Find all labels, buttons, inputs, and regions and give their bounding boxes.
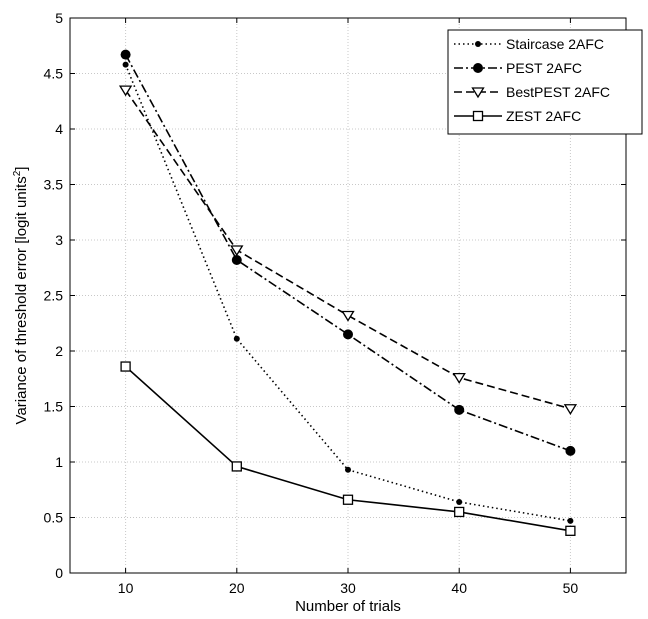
legend-marker <box>472 110 484 122</box>
legend-item: Staircase 2AFC <box>454 36 604 52</box>
data-point <box>343 329 353 340</box>
y-tick-label: 0.5 <box>44 510 64 526</box>
data-point <box>565 445 576 456</box>
data-point <box>454 506 465 518</box>
y-axis-title-main: Variance of threshold error [logit units <box>13 176 30 424</box>
series-3 <box>118 85 578 415</box>
x-tick-label: 20 <box>229 580 245 596</box>
x-tick-label: 50 <box>563 580 579 596</box>
y-tick-label: 2.5 <box>44 288 64 304</box>
y-axis-title-close: ] <box>13 167 30 171</box>
y-tick-label: 4 <box>55 121 63 137</box>
y-tick-label: 3.5 <box>44 177 64 193</box>
y-axis-title: Variance of threshold error [logit units… <box>12 167 30 425</box>
series-line <box>124 54 571 452</box>
data-point <box>563 404 578 415</box>
legend-marker <box>473 63 483 73</box>
series-line <box>125 365 571 532</box>
y-axis-title-superscript: 2 <box>12 170 23 176</box>
x-tick-label: 30 <box>340 580 356 596</box>
series-layer <box>118 49 578 536</box>
data-point <box>120 49 131 60</box>
data-point <box>345 466 351 473</box>
data-point <box>118 85 133 97</box>
axis-ticks <box>70 17 626 574</box>
legend-label: PEST 2AFC <box>506 60 582 76</box>
x-tick-label: 10 <box>118 580 134 596</box>
data-point <box>120 361 131 372</box>
data-point <box>565 525 576 536</box>
data-point <box>341 310 355 322</box>
legend-item: BestPEST 2AFC <box>454 84 610 100</box>
data-point <box>567 517 574 524</box>
series-line <box>124 64 571 522</box>
legend-label: Staircase 2AFC <box>506 36 604 52</box>
legend-item: PEST 2AFC <box>454 60 582 76</box>
legend-marker <box>471 87 485 99</box>
data-point <box>230 245 244 257</box>
series-2 <box>120 49 576 456</box>
series-1 <box>122 61 574 524</box>
legend-label: ZEST 2AFC <box>506 108 581 124</box>
y-tick-label: 5 <box>55 10 63 26</box>
y-tick-label: 4.5 <box>44 66 64 82</box>
y-tick-label: 1.5 <box>44 399 64 415</box>
legend: Staircase 2AFC PEST 2AFC BestPEST 2AFC ZEST… <box>447 29 643 135</box>
data-point <box>454 404 465 415</box>
legend-marker <box>475 41 481 47</box>
data-point <box>122 61 129 68</box>
x-axis-title: Number of trials <box>295 598 401 615</box>
data-point <box>233 335 240 342</box>
data-point <box>342 494 354 505</box>
data-point <box>231 254 242 265</box>
x-tick-label: 40 <box>451 580 467 596</box>
y-tick-label: 3 <box>55 232 63 248</box>
data-point <box>231 461 242 472</box>
tick-labels: 10 20 30 40 50 0 0.5 1 1.5 2 2.5 3 3.5 4 4.5 5 <box>44 10 579 596</box>
y-tick-label: 1 <box>55 454 63 470</box>
y-tick-label: 0 <box>55 565 63 581</box>
legend-item: ZEST 2AFC <box>454 108 581 124</box>
legend-label: BestPEST 2AFC <box>506 84 610 100</box>
data-point <box>456 498 463 505</box>
y-tick-label: 2 <box>55 343 63 359</box>
grid <box>70 17 626 574</box>
series-4 <box>120 361 576 536</box>
data-point <box>452 372 466 384</box>
